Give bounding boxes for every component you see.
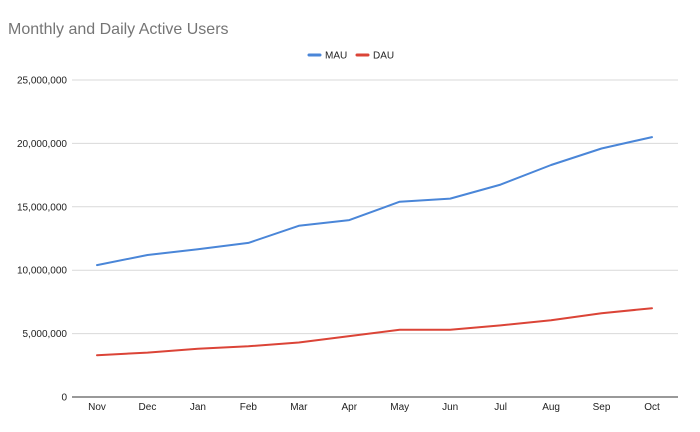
- x-tick-label: May: [390, 402, 409, 413]
- x-tick-label: Apr: [341, 402, 357, 413]
- x-tick-label: Nov: [88, 402, 106, 413]
- series-line-mau: [96, 136, 653, 267]
- series-lines: [96, 136, 653, 357]
- x-tick-label: Feb: [240, 402, 258, 413]
- x-tick-label: Sep: [593, 402, 611, 413]
- chart-title: Monthly and Daily Active Users: [8, 21, 229, 38]
- legend: MAU DAU: [307, 51, 394, 62]
- gridlines: [72, 79, 678, 398]
- x-tick-label: Jul: [494, 402, 507, 413]
- series-line-dau: [96, 307, 653, 357]
- legend-label-mau: MAU: [325, 51, 347, 62]
- y-tick-label: 10,000,000: [17, 266, 67, 277]
- x-tick-label: Oct: [644, 402, 660, 413]
- y-tick-label: 0: [61, 393, 67, 404]
- y-tick-label: 5,000,000: [23, 329, 68, 340]
- x-tick-label: Mar: [290, 402, 308, 413]
- x-tick-label: Jun: [442, 402, 458, 413]
- y-tick-label: 20,000,000: [17, 139, 67, 150]
- x-tick-label: Jan: [190, 402, 206, 413]
- x-tick-label: Dec: [139, 402, 157, 413]
- y-tick-label: 15,000,000: [17, 202, 67, 213]
- x-axis-ticks: Nov Dec Jan Feb Mar Apr May Jun Jul Aug Sep Oct: [88, 402, 660, 413]
- y-axis-ticks: 0 5,000,000 10,000,000 15,000,000 20,000,000…: [17, 76, 68, 404]
- x-tick-label: Aug: [542, 402, 560, 413]
- legend-label-dau: DAU: [373, 51, 394, 62]
- y-tick-label: 25,000,000: [17, 76, 67, 87]
